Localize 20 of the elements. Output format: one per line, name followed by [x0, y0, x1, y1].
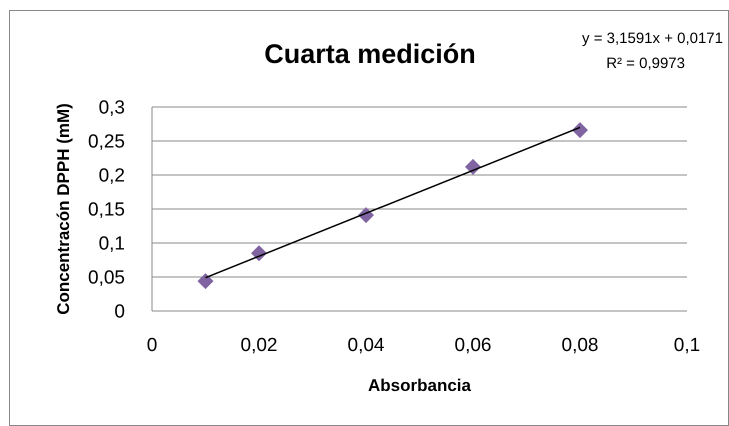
- text: y = 3,1591x + 0,0171: [582, 30, 723, 47]
- y-tick-label: 0,15: [88, 200, 125, 221]
- y-tick-label: 0,1: [98, 234, 125, 255]
- y-axis-title: Concentracón DPPH (mM): [54, 103, 73, 315]
- x-tick-label: 0,06: [454, 335, 492, 356]
- x-axis-title: Absorbancia: [368, 376, 472, 395]
- y-tick-label: 0,2: [98, 166, 125, 187]
- x-tick-label: 0,04: [348, 335, 385, 356]
- chart-title: Cuarta medición: [264, 39, 476, 69]
- x-tick-label: 0: [146, 335, 158, 356]
- point: [198, 273, 214, 290]
- text: R² = 0,9973: [606, 55, 685, 72]
- point: [572, 122, 588, 138]
- x-tick-label: 0,02: [240, 335, 278, 356]
- y-tick-label: 0,25: [88, 132, 125, 153]
- y-tick-label: 0,05: [88, 268, 125, 289]
- x-tick-label: 0,08: [562, 335, 598, 356]
- x-tick-label: 0,1: [674, 335, 700, 356]
- y-tick-label: 0: [114, 302, 125, 323]
- y-tick-label: 0,3: [98, 98, 125, 119]
